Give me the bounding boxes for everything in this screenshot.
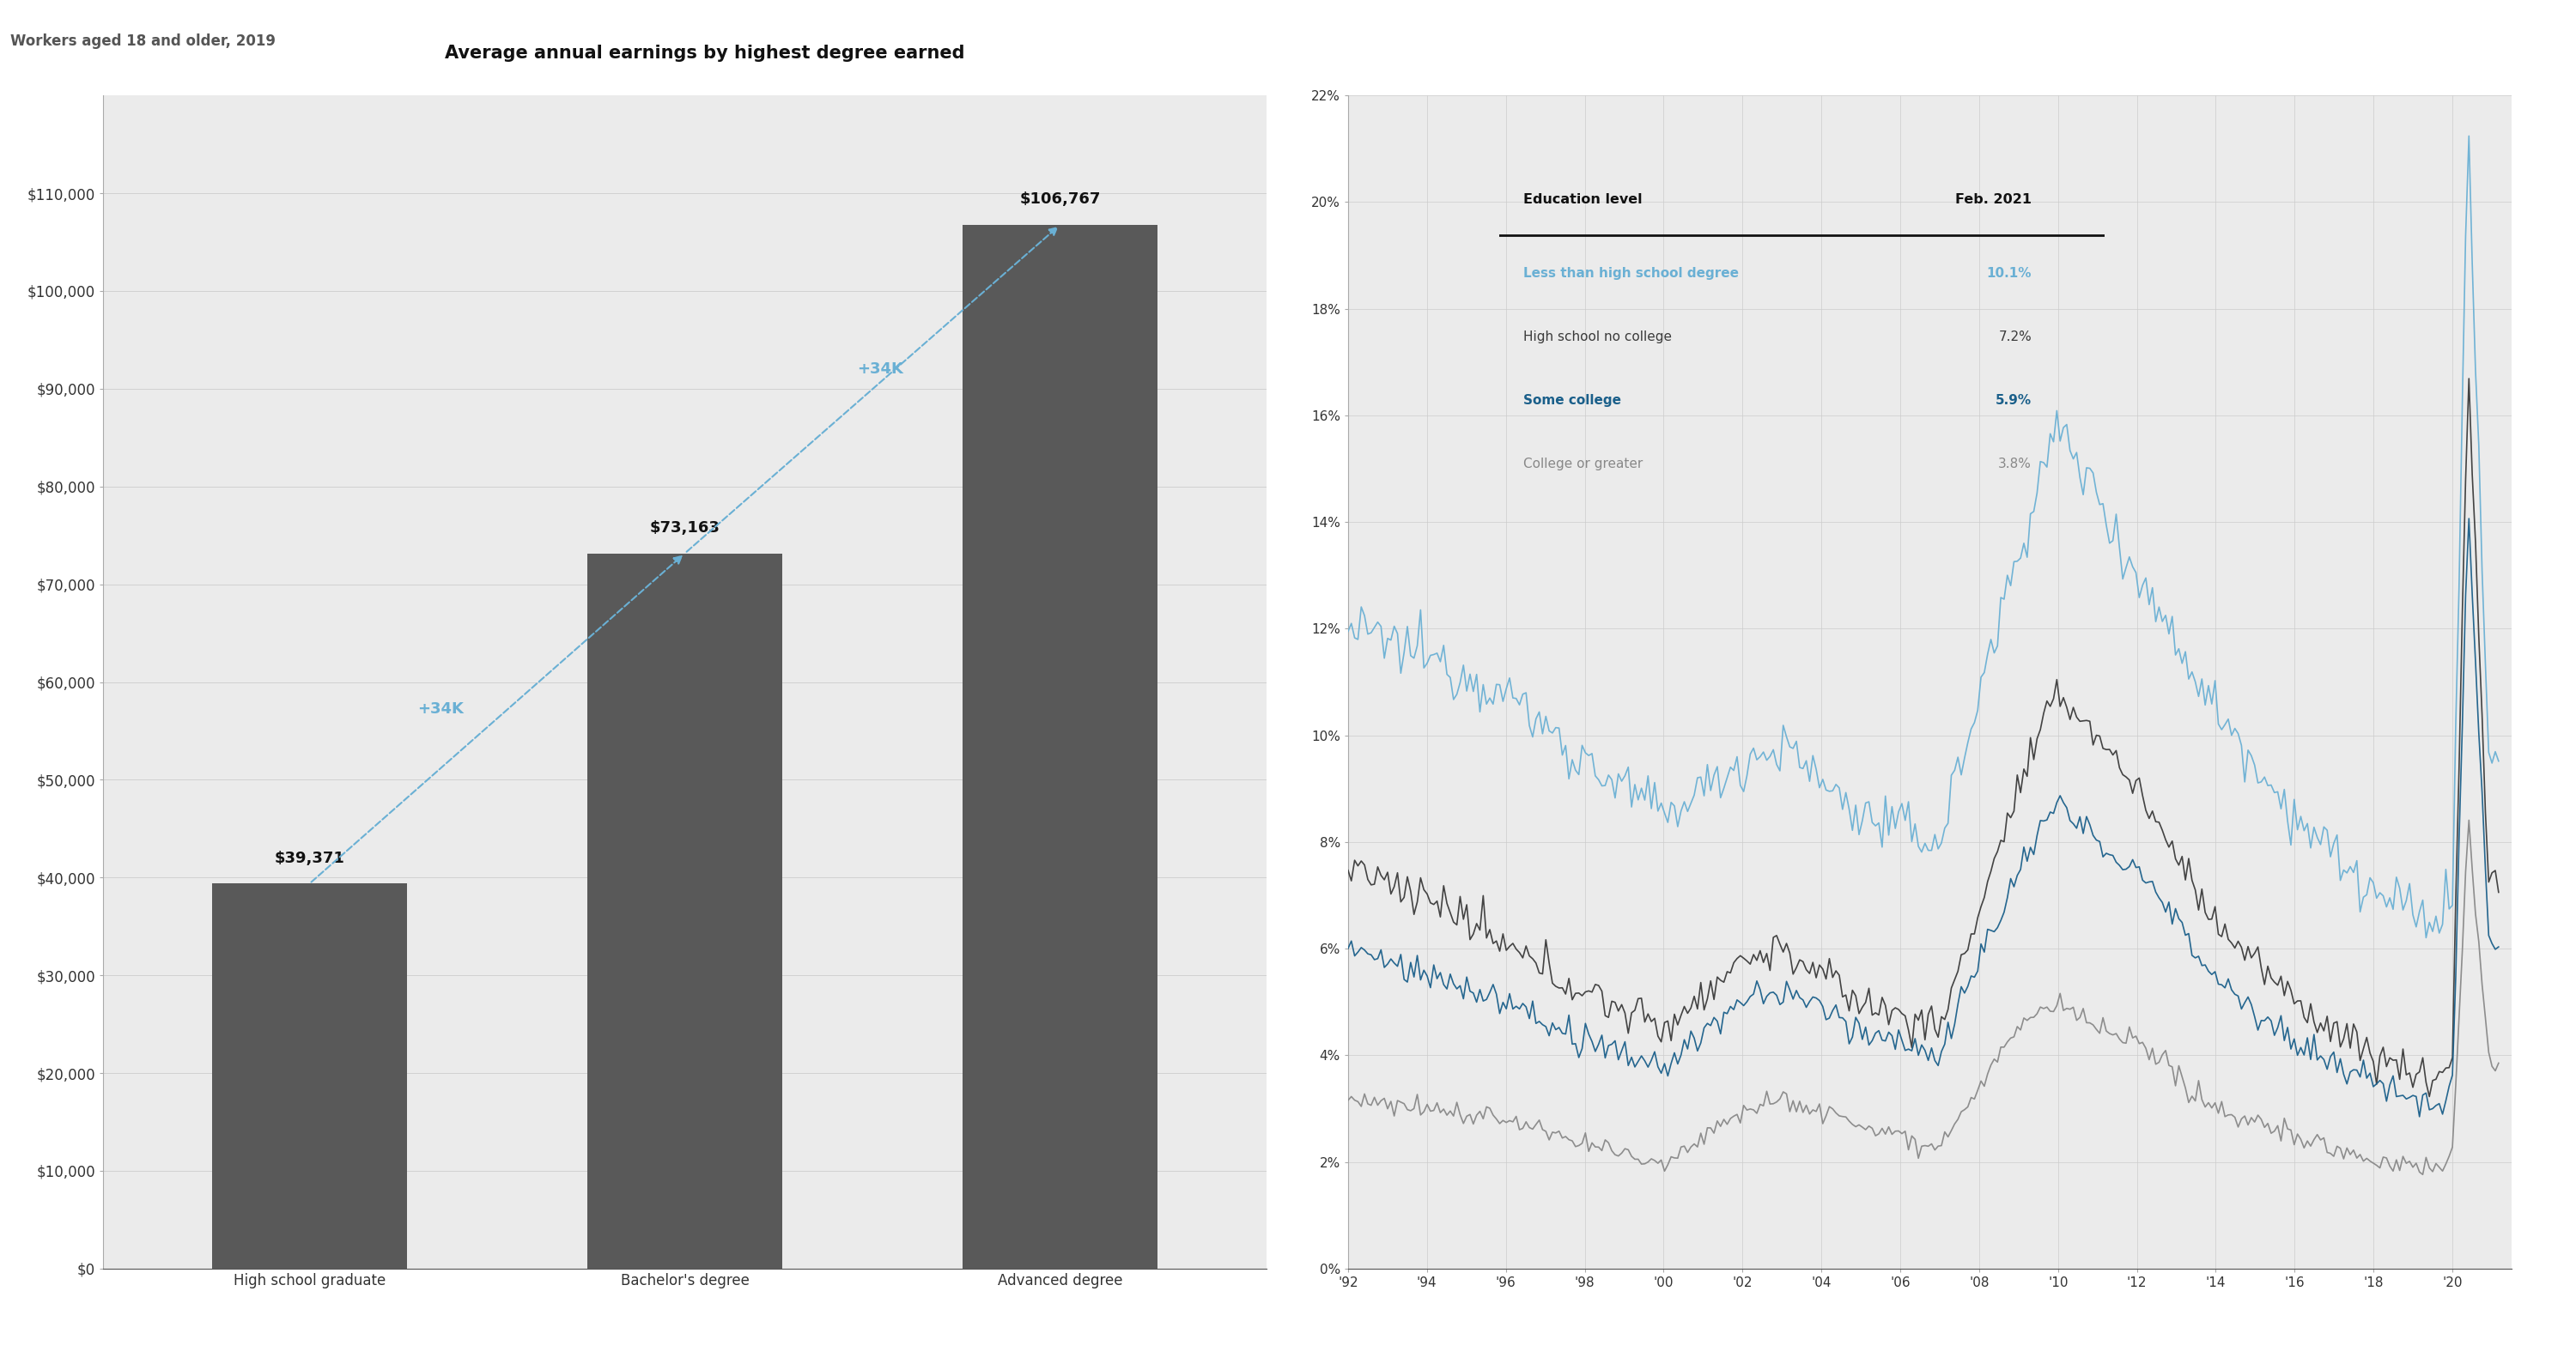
Text: Average annual earnings by highest degree earned: Average annual earnings by highest degre… [446,44,966,61]
Text: +34K: +34K [858,361,904,378]
Bar [963,225,1157,1269]
Text: +34K: +34K [417,701,464,716]
Text: $73,163: $73,163 [649,520,719,536]
Bar [587,554,783,1269]
Text: $39,371: $39,371 [273,851,345,866]
Text: Workers aged 18 and older, 2019: Workers aged 18 and older, 2019 [10,33,276,49]
Bar [211,884,407,1269]
Text: $106,767: $106,767 [1020,192,1100,207]
